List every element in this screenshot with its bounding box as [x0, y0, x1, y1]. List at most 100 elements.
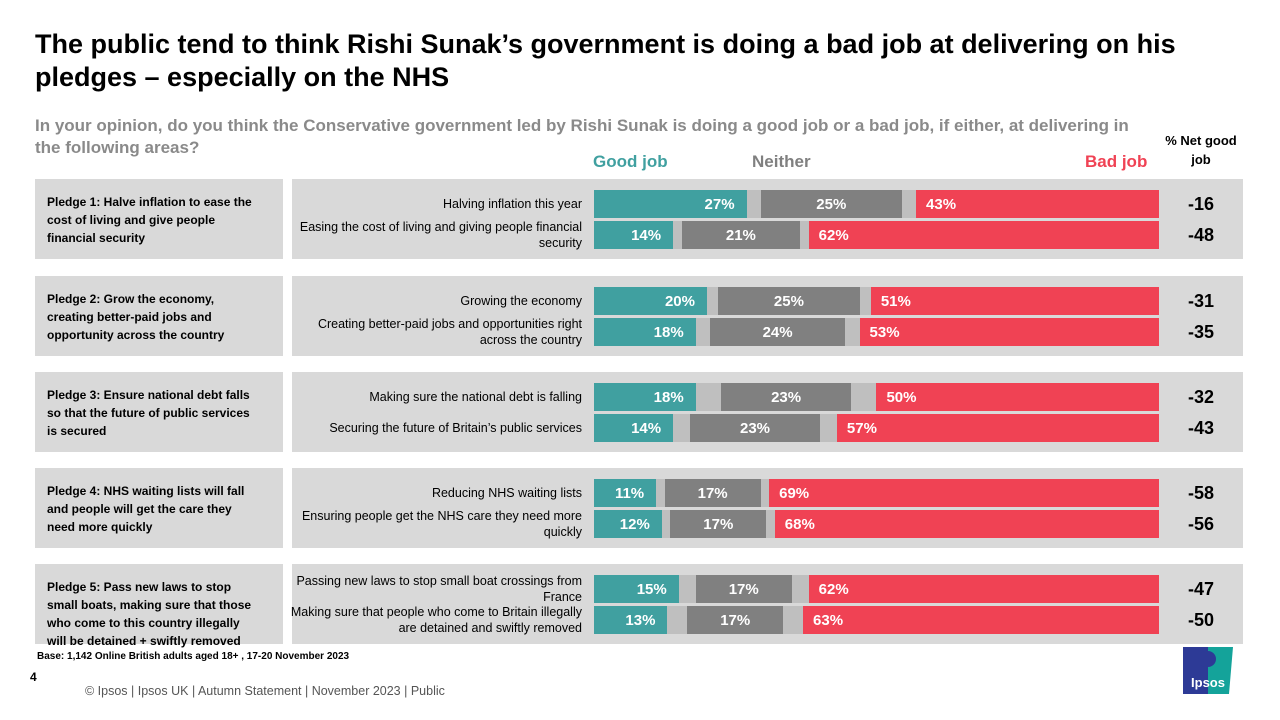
question-text: In your opinion, do you think the Conser… [35, 116, 1129, 157]
bar-segment-good: 27% [594, 190, 747, 218]
bar-segment-good: 18% [594, 318, 696, 346]
item-label: Easing the cost of living and giving peo… [299, 220, 582, 250]
stacked-bar: 11% 17% 69% [594, 479, 1159, 507]
net-value: -50 [1187, 610, 1214, 630]
stacked-bar: 27% 25% 43% [594, 190, 1159, 218]
bar-segment-dont-know [859, 287, 871, 315]
bar-segment-dont-know [783, 606, 804, 634]
net-value: -56 [1187, 514, 1214, 534]
svg-text:Ipsos: Ipsos [1191, 675, 1225, 690]
net-value: -58 [1187, 483, 1214, 503]
legend-neither: Neither [752, 152, 811, 171]
bar-segment-neither: 17% [687, 606, 784, 634]
bar-segment-good: 14% [594, 221, 674, 249]
bar-segment-bad: 50% [876, 383, 1159, 411]
net-value: -43 [1187, 418, 1214, 438]
base-note: Base: 1,142 Online British adults aged 1… [37, 651, 350, 662]
pledge-panel: Pledge 1: Halve inflation to ease the co… [35, 179, 283, 259]
footer: © Ipsos | Ipsos UK | Autumn Statement | … [85, 684, 445, 698]
bar-segment-bad: 69% [769, 479, 1159, 507]
item-label: Reducing NHS waiting lists [431, 486, 582, 500]
pledge-text: Pledge 4: NHS waiting lists will fall an… [47, 484, 245, 534]
bar-segment-dont-know [800, 221, 809, 249]
stacked-bar: 14% 23% 57% [594, 414, 1159, 442]
bar-segment-dont-know [656, 479, 665, 507]
bar-segment-neither: 23% [721, 383, 852, 411]
bar-segment-neither: 17% [695, 575, 792, 603]
net-value: -47 [1187, 579, 1214, 599]
bar-segment-dont-know [678, 575, 696, 603]
net-value: -31 [1187, 291, 1214, 311]
pledge-text: Pledge 5: Pass new laws to stop small bo… [47, 580, 252, 648]
bar-segment-good: 14% [594, 414, 674, 442]
pledge-text: Pledge 3: Ensure national debt falls so … [47, 388, 250, 438]
bar-segment-dont-know [695, 383, 722, 411]
bar-segment-neither: 25% [760, 190, 902, 218]
bar-segment-good: 13% [594, 606, 668, 634]
stacked-bar: 14% 21% 62% [594, 221, 1159, 249]
bar-segment-neither: 24% [709, 318, 846, 346]
item-label: Creating better-paid jobs and opportunit… [317, 317, 582, 347]
stacked-bar: 18% 23% 50% [594, 383, 1159, 411]
item-label: Making sure that people who come to Brit… [290, 605, 582, 635]
bar-segment-dont-know [695, 318, 710, 346]
bar-segment-bad: 63% [803, 606, 1159, 634]
bar-segment-dont-know [819, 414, 837, 442]
bar-segment-neither: 23% [690, 414, 820, 442]
page-number: 4 [30, 670, 37, 684]
pledge-text: Pledge 1: Halve inflation to ease the co… [47, 195, 252, 245]
bar-segment-dont-know [667, 606, 688, 634]
net-value: -48 [1187, 225, 1214, 245]
bar-segment-neither: 17% [664, 479, 761, 507]
net-header: % Net good job [1165, 133, 1237, 167]
slide-title: The public tend to think Rishi Sunak’s g… [35, 29, 1176, 92]
bar-segment-neither: 17% [670, 510, 767, 538]
bar-segment-bad: 43% [916, 190, 1159, 218]
bar-segment-neither: 21% [681, 221, 801, 249]
net-value: -35 [1187, 322, 1214, 342]
item-label: Making sure the national debt is falling [369, 390, 582, 404]
bar-segment-bad: 57% [836, 414, 1159, 442]
stacked-bar: 13% 17% 63% [594, 606, 1159, 634]
bar-segment-bad: 68% [774, 510, 1159, 538]
bar-segment-dont-know [661, 510, 671, 538]
bar-segment-bad: 53% [859, 318, 1159, 346]
bar-segment-good: 15% [594, 575, 679, 603]
item-label: Passing new laws to stop small boat cros… [296, 574, 582, 604]
pledge-panel: Pledge 2: Grow the economy, creating bet… [35, 276, 283, 356]
item-label: Ensuring people get the NHS care they ne… [301, 509, 582, 539]
stacked-bar: 18% 24% 53% [594, 318, 1159, 346]
ipsos-logo: Ipsos [1183, 647, 1233, 694]
item-label: Securing the future of Britain’s public … [329, 421, 582, 435]
pledge-panel: Pledge 4: NHS waiting lists will fall an… [35, 468, 283, 548]
bar-segment-bad: 62% [808, 575, 1159, 603]
pledge-panel: Pledge 5: Pass new laws to stop small bo… [35, 564, 283, 648]
bar-segment-bad: 51% [870, 287, 1159, 315]
legend-bad: Bad job [1085, 152, 1148, 171]
bar-segment-dont-know [901, 190, 917, 218]
net-value: -16 [1187, 194, 1214, 214]
stacked-bar: 15% 17% 62% [594, 575, 1159, 603]
bar-segment-dont-know [707, 287, 719, 315]
pledge-text: Pledge 2: Grow the economy, creating bet… [47, 292, 225, 342]
bar-segment-dont-know [760, 479, 770, 507]
bar-segment-bad: 62% [808, 221, 1159, 249]
bar-segment-dont-know [845, 318, 860, 346]
bar-segment-dont-know [673, 414, 691, 442]
stacked-bar: 20% 25% 51% [594, 287, 1159, 315]
pledge-panel: Pledge 3: Ensure national debt falls so … [35, 372, 283, 452]
bar-segment-good: 20% [594, 287, 707, 315]
bar-segment-dont-know [766, 510, 775, 538]
bar-segment-dont-know [673, 221, 682, 249]
legend-good: Good job [593, 152, 668, 171]
bar-segment-good: 18% [594, 383, 696, 411]
bar-segment-dont-know [746, 190, 761, 218]
stacked-bar: 12% 17% 68% [594, 510, 1159, 538]
bar-segment-neither: 25% [718, 287, 860, 315]
item-label: Halving inflation this year [443, 197, 582, 211]
bar-segment-good: 11% [594, 479, 657, 507]
bar-segment-dont-know [791, 575, 809, 603]
bar-segment-dont-know [851, 383, 877, 411]
item-label: Growing the economy [460, 294, 582, 308]
